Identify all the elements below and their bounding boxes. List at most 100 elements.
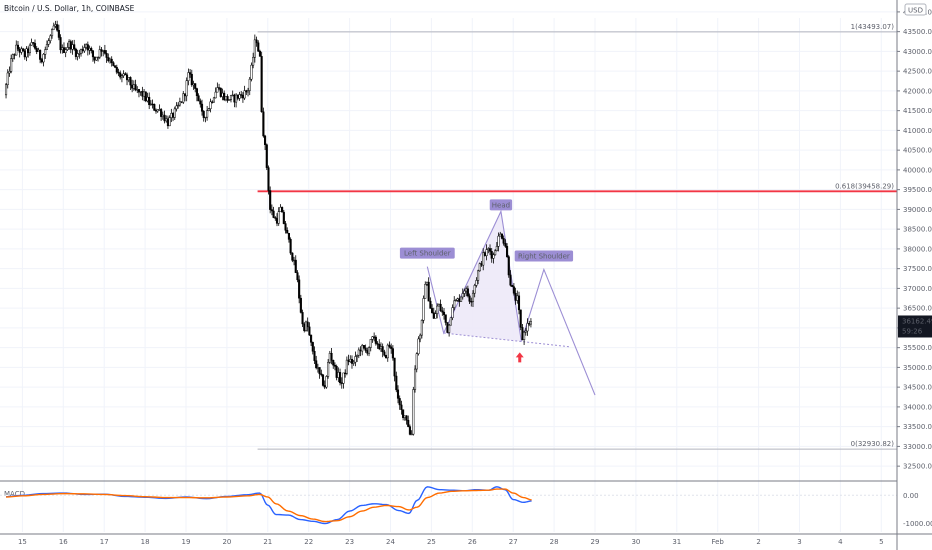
bar-countdown: 59:26 [902, 327, 923, 335]
left-shoulder-label[interactable]: Left Shoulder [399, 247, 455, 259]
last-price-value: 36162.49 [902, 317, 932, 325]
up-arrow-icon [515, 352, 524, 363]
candle-body [59, 37, 62, 51]
candle-body [374, 336, 377, 344]
y-tick-label: 33500.00 [903, 423, 932, 431]
candle-body [250, 64, 253, 80]
candle-body [444, 314, 447, 323]
neckline[interactable] [443, 332, 571, 348]
candle-body [500, 233, 504, 239]
pattern-fill[interactable] [443, 211, 522, 342]
candle-body [40, 59, 43, 63]
candle-body [461, 293, 464, 298]
y-tick-label: 39500.00 [903, 186, 932, 194]
candle-body [216, 87, 219, 93]
candle-body [107, 57, 110, 62]
candle-body [134, 84, 137, 90]
candle-body [125, 74, 129, 81]
candle-body [192, 83, 195, 86]
candle-body [197, 95, 200, 102]
candle-body [442, 311, 446, 315]
x-tick-label: 31 [672, 538, 681, 546]
candle-body [68, 41, 71, 48]
candle-body [74, 48, 77, 57]
currency-badge-box [904, 3, 927, 16]
candle-body [388, 344, 391, 348]
x-tick-label: 30 [631, 538, 640, 546]
candle-body [425, 281, 429, 285]
candle-body [340, 382, 343, 384]
fibonacci-retracement[interactable]: 1(43493.07) 0.618(39458.29) 0(32930.82) [257, 23, 897, 450]
candle-body [81, 49, 84, 52]
grid [0, 11, 897, 532]
signal-line [6, 488, 532, 523]
candle-body [180, 101, 183, 103]
candle-body [279, 207, 282, 212]
candle-body [69, 41, 72, 50]
candle-body [519, 309, 522, 328]
candle-body [272, 210, 275, 218]
candle-body [420, 320, 423, 336]
candle-body [524, 330, 527, 333]
candle-body [56, 24, 59, 31]
candle-body [429, 300, 432, 309]
candle-body [405, 415, 408, 421]
candle-body [417, 338, 420, 355]
macd-y-tick-label: 0.00 [903, 492, 919, 500]
candle-body [61, 47, 64, 51]
currency-badge[interactable]: USD [904, 3, 927, 16]
y-tick-label: 35000.00 [903, 364, 932, 372]
candle-body [42, 54, 45, 63]
candle-body [465, 288, 468, 292]
x-tick-label: Feb [711, 538, 724, 546]
candle-body [253, 39, 256, 58]
candle-body [264, 135, 267, 145]
candle-body [480, 263, 483, 266]
candle-body [226, 96, 229, 101]
x-tick-label: 22 [304, 538, 313, 546]
candle-body [497, 235, 500, 247]
candle-body [235, 94, 238, 103]
candle-body [492, 254, 495, 259]
candle-body [303, 323, 306, 331]
right-shoulder-label-box [514, 250, 574, 262]
right-shoulder-label[interactable]: Right Shoulder [514, 250, 574, 262]
candle-body [446, 322, 449, 333]
candle-body [267, 167, 270, 191]
candle-body [521, 327, 524, 341]
candle-body [91, 50, 95, 58]
candle-body [137, 89, 141, 93]
candle-body [64, 49, 67, 53]
candle-body [373, 336, 376, 338]
y-tick-label: 38000.00 [903, 245, 932, 253]
candle-body [228, 99, 231, 101]
candle-body [494, 250, 497, 256]
candle-body [95, 57, 98, 61]
candle-body [453, 300, 456, 308]
candle-body [529, 321, 532, 325]
candle-body [436, 305, 439, 314]
candle-body [141, 91, 144, 97]
candle-body [386, 344, 389, 359]
candle-body [112, 62, 115, 66]
candle-body [311, 342, 314, 352]
candle-body [149, 103, 152, 106]
y-tick-label: 34500.00 [903, 384, 932, 392]
candle-body [316, 367, 319, 369]
candle-body [79, 49, 83, 54]
candle-body [298, 279, 301, 299]
fib-level-label: 1(43493.07) [851, 23, 895, 31]
head-label[interactable]: Head [489, 199, 513, 211]
candle-body [200, 103, 204, 112]
head-and-shoulders-pattern[interactable]: Left Shoulder Head Right Shoulder [399, 199, 596, 396]
candle-body [108, 58, 112, 62]
candle-body [275, 218, 279, 224]
candle-body [402, 409, 405, 418]
candle-body [39, 49, 42, 60]
x-tick-label: 25 [427, 538, 436, 546]
candle-body [93, 56, 96, 61]
right-shoulder-label-text: Right Shoulder [518, 252, 570, 260]
candle-body [177, 104, 180, 107]
candle-body [379, 346, 383, 350]
